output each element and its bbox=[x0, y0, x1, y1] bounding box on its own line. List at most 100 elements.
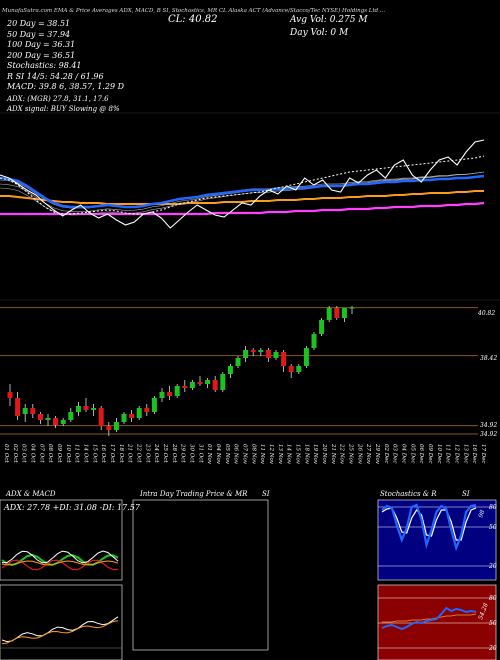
candle-body bbox=[265, 350, 271, 358]
x-axis-tick-label: 17 Dec bbox=[480, 444, 486, 464]
candle-body bbox=[129, 414, 135, 418]
x-axis-tick-label: 14 Oct bbox=[83, 444, 89, 463]
rsi-tick-label: 20 bbox=[488, 645, 497, 652]
candle-body bbox=[334, 308, 340, 318]
intraday-panel-frame bbox=[132, 499, 269, 651]
ma200-label: 200 Day = 36.51 bbox=[7, 51, 76, 60]
x-axis-tick-label: 29 Nov bbox=[374, 443, 380, 465]
candle-body bbox=[113, 422, 119, 430]
candle-body bbox=[15, 398, 21, 416]
stoch-panel-title: Stochastics & R bbox=[380, 490, 437, 498]
candle-body bbox=[151, 398, 157, 412]
ema-band-line bbox=[0, 171, 485, 216]
macd-panel-frame bbox=[0, 584, 123, 660]
x-axis-tick-label: 04 Nov bbox=[215, 444, 221, 465]
candle-body bbox=[220, 374, 226, 390]
stochastics-label: Stochastics: 98.41 bbox=[7, 61, 82, 70]
stochastics-k-line bbox=[381, 503, 477, 552]
indicators-line: MunafaSutra.com EMA & Price Averages ADX… bbox=[2, 8, 386, 14]
x-axis-tick-label: 01 Oct bbox=[3, 444, 9, 463]
x-axis-tick-label: 28 Oct bbox=[171, 443, 177, 463]
x-axis-tick-label: 10 Dec bbox=[436, 444, 442, 464]
x-axis-tick-label: 18 Oct bbox=[118, 444, 124, 463]
x-axis-tick-label: 05 Nov bbox=[224, 444, 230, 465]
x-axis-tick-label: 19 Nov bbox=[312, 444, 318, 465]
adx-line bbox=[1, 550, 119, 564]
x-axis-tick-label: 11 Nov bbox=[259, 444, 265, 465]
rsi-average-line bbox=[382, 613, 477, 623]
candle-body bbox=[341, 308, 347, 318]
candle-body bbox=[22, 408, 28, 414]
candle-body bbox=[83, 406, 89, 410]
candle-body bbox=[243, 350, 249, 358]
candle-body bbox=[189, 382, 195, 388]
x-axis-tick-label: 25 Oct bbox=[162, 443, 168, 463]
x-axis-tick-label: 04 Dec bbox=[401, 444, 407, 464]
x-axis-tick-label: 27 Nov bbox=[365, 443, 371, 465]
stochastics-value-label: 98 bbox=[477, 509, 486, 519]
stochastics-tick-label: 80 bbox=[489, 504, 497, 511]
candle-body bbox=[296, 366, 302, 372]
x-axis-tick-label: 05 Dec bbox=[409, 444, 415, 464]
candle-body bbox=[136, 408, 142, 418]
macd-line bbox=[1, 616, 119, 643]
x-axis-tick-label: 20 Nov bbox=[321, 443, 327, 465]
candle-body bbox=[106, 426, 112, 430]
x-axis-tick-label: 09 Dec bbox=[427, 444, 433, 464]
x-axis-tick-label: 30 Oct bbox=[189, 444, 195, 463]
x-axis-tick-label: 02 Dec bbox=[383, 444, 389, 464]
adx-signal-line bbox=[1, 560, 119, 566]
candle-body bbox=[326, 308, 332, 320]
ema-200-line bbox=[0, 201, 485, 216]
x-axis-tick-label: 02 Oct bbox=[12, 444, 18, 463]
minus-di-line bbox=[1, 559, 119, 571]
x-axis-tick-label: 18 Nov bbox=[303, 444, 309, 465]
ma50-label: 50 Day = 37.94 bbox=[7, 30, 71, 39]
adx-panel-frame bbox=[0, 499, 123, 581]
macd-signal-line bbox=[1, 620, 119, 645]
stoch-si-label: SI bbox=[462, 490, 470, 498]
x-axis-tick-label: 08 Nov bbox=[250, 444, 256, 465]
x-axis-tick-label: 24 Oct bbox=[153, 443, 159, 463]
ma20-label: 20 Day = 38.51 bbox=[7, 19, 71, 28]
x-axis-tick-label: 16 Dec bbox=[471, 444, 477, 464]
price-line bbox=[0, 139, 485, 229]
ema-20-line bbox=[0, 155, 485, 215]
x-axis-tick-label: 09 Oct bbox=[56, 444, 62, 463]
candle-body bbox=[205, 380, 211, 384]
x-axis-tick-label: 12 Nov bbox=[268, 444, 274, 465]
x-axis-tick-label: 07 Nov bbox=[242, 444, 248, 465]
adx-panel-title: ADX & MACD bbox=[6, 490, 56, 498]
x-axis-tick-label: 16 Oct bbox=[100, 444, 106, 463]
adx-signal-label: ADX signal: BUY Slowing @ 8% bbox=[7, 105, 120, 113]
candle-body bbox=[68, 412, 74, 420]
candle-body bbox=[174, 386, 180, 396]
price-level-label: 34.92 bbox=[480, 431, 498, 438]
stochastics-tick-label: 50 bbox=[489, 524, 497, 531]
candle-body bbox=[349, 307, 355, 309]
x-axis-tick-label: 07 Oct bbox=[38, 444, 44, 463]
candle-body bbox=[53, 418, 59, 425]
x-axis-tick-label: 13 Nov bbox=[277, 444, 283, 465]
candle-body bbox=[212, 380, 218, 390]
plus-di-line bbox=[1, 553, 119, 567]
candle-body bbox=[167, 392, 173, 396]
x-axis-tick-label: 11 Oct bbox=[74, 444, 80, 463]
candle-body bbox=[159, 392, 165, 398]
x-axis-tick-label: 03 Oct bbox=[21, 444, 27, 463]
x-axis-tick-label: 14 Nov bbox=[286, 444, 292, 465]
rsi-label: R SI 14/5: 54.28 / 61.96 bbox=[7, 72, 104, 81]
rsi-panel bbox=[377, 584, 497, 660]
candle-body bbox=[311, 334, 317, 348]
rsi-line bbox=[381, 606, 477, 631]
x-axis-tick-label: 01 Nov bbox=[206, 444, 212, 465]
ema-100-line bbox=[0, 190, 484, 205]
x-axis-tick-label: 21 Oct bbox=[127, 443, 133, 463]
candle-body bbox=[75, 406, 81, 412]
x-axis-tick-label: 04 Oct bbox=[30, 444, 36, 463]
x-axis-tick-label: 11 Dec bbox=[445, 444, 451, 464]
intraday-si-label: SI bbox=[262, 490, 270, 498]
x-axis-tick-label: 21 Nov bbox=[330, 443, 336, 465]
